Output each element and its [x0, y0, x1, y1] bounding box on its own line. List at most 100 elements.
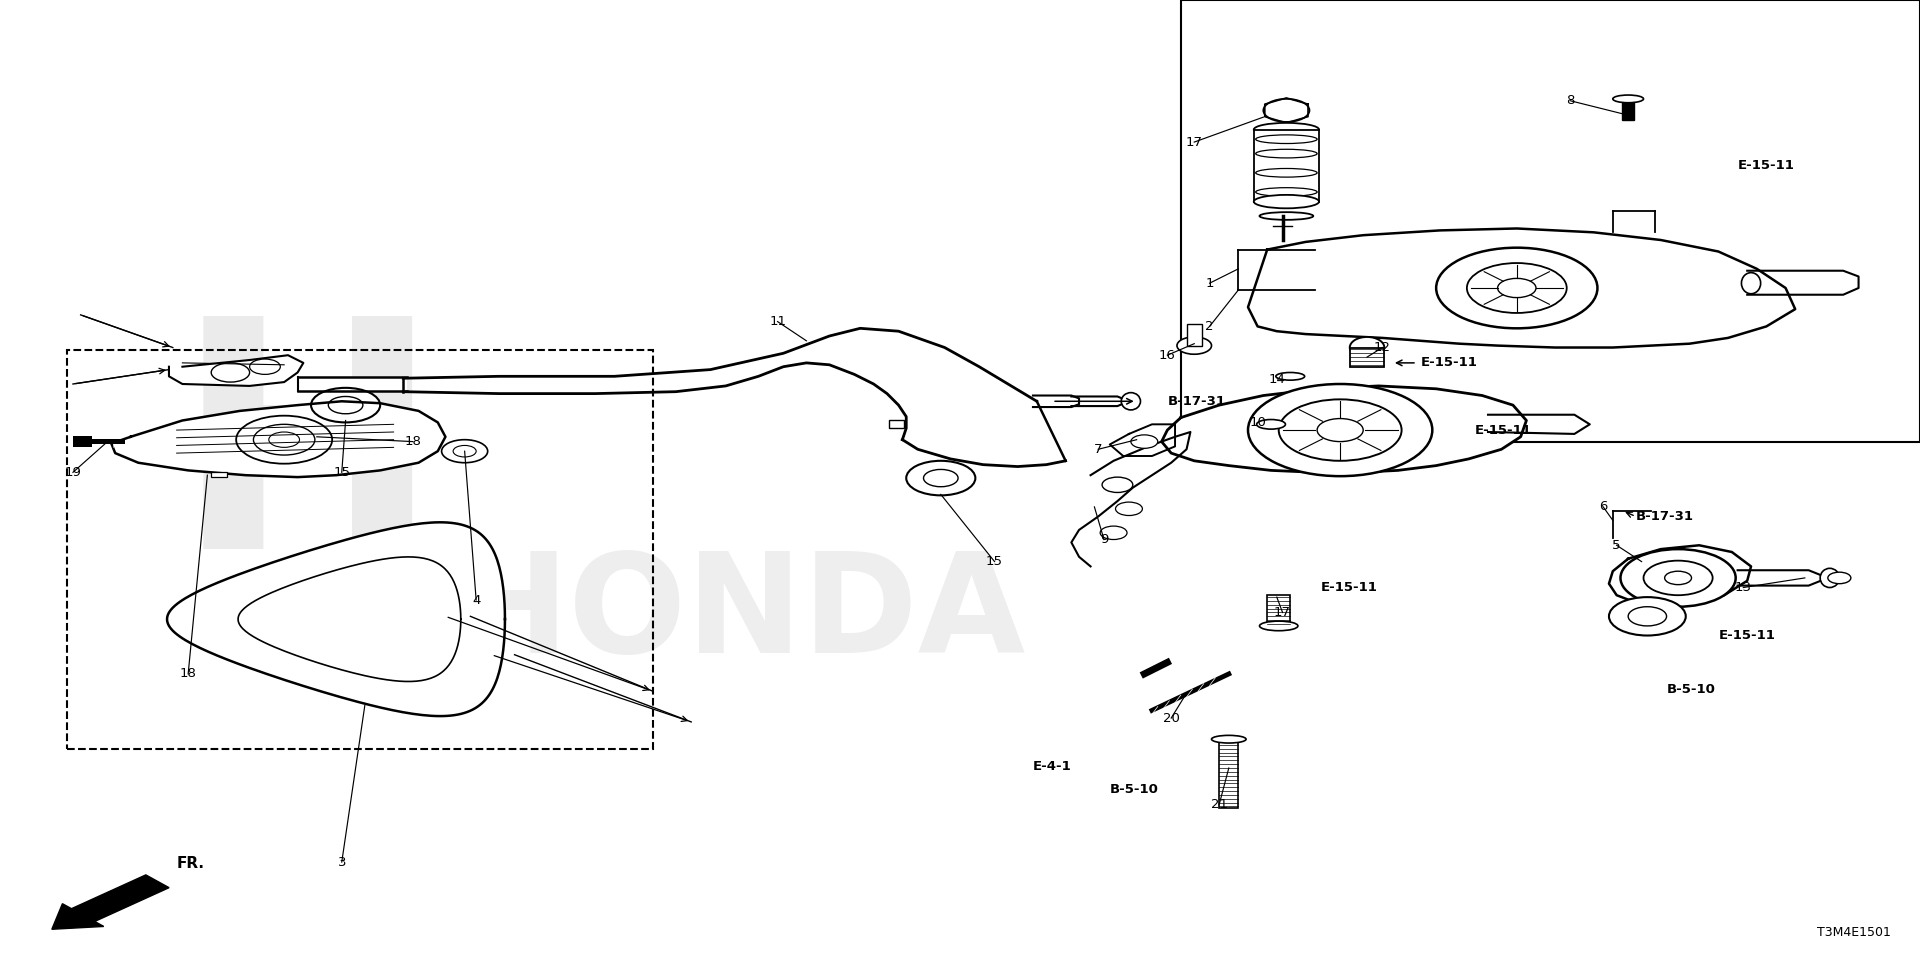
Text: B-5-10: B-5-10	[1667, 683, 1715, 696]
Circle shape	[328, 396, 363, 414]
Circle shape	[1644, 561, 1713, 595]
Bar	[1622, 101, 1634, 120]
Bar	[1187, 324, 1202, 346]
Polygon shape	[1033, 396, 1079, 407]
Text: 7: 7	[1094, 443, 1102, 456]
Ellipse shape	[1121, 393, 1140, 410]
Text: FR.: FR.	[177, 856, 205, 872]
Circle shape	[924, 469, 958, 487]
Ellipse shape	[1256, 420, 1286, 429]
Polygon shape	[1110, 424, 1175, 456]
Circle shape	[1131, 435, 1158, 448]
Polygon shape	[1609, 545, 1751, 605]
Polygon shape	[1747, 271, 1859, 295]
Text: 18: 18	[180, 667, 196, 681]
Circle shape	[1436, 248, 1597, 328]
Text: 10: 10	[1250, 416, 1265, 429]
Text: 21: 21	[1212, 798, 1227, 811]
Polygon shape	[1248, 228, 1795, 348]
Text: E-15-11: E-15-11	[1738, 158, 1795, 172]
Circle shape	[1100, 526, 1127, 540]
Text: HONDA: HONDA	[453, 547, 1025, 682]
Text: 13: 13	[1736, 581, 1751, 594]
Text: 5: 5	[1613, 539, 1620, 552]
Bar	[1267, 595, 1290, 626]
Text: 1: 1	[1206, 276, 1213, 290]
Ellipse shape	[1275, 372, 1306, 380]
Ellipse shape	[1260, 212, 1313, 220]
Text: 3: 3	[338, 855, 346, 869]
Circle shape	[1498, 278, 1536, 298]
Polygon shape	[1071, 432, 1190, 566]
Ellipse shape	[1613, 95, 1644, 103]
Polygon shape	[111, 401, 445, 477]
Polygon shape	[167, 522, 505, 716]
Polygon shape	[1738, 570, 1828, 586]
Polygon shape	[81, 439, 125, 444]
Text: E-15-11: E-15-11	[1321, 581, 1379, 594]
Text: B-17-31: B-17-31	[1636, 510, 1693, 523]
Text: 15: 15	[987, 555, 1002, 568]
Ellipse shape	[1254, 195, 1319, 208]
Text: 2: 2	[1206, 320, 1213, 333]
Circle shape	[211, 363, 250, 382]
Ellipse shape	[1254, 123, 1319, 136]
Circle shape	[1628, 607, 1667, 626]
Circle shape	[1279, 399, 1402, 461]
Polygon shape	[403, 328, 1066, 467]
Text: 4: 4	[472, 593, 480, 607]
Text: 17: 17	[1187, 135, 1202, 149]
Text: 17: 17	[1275, 606, 1290, 619]
Text: 15: 15	[334, 466, 349, 479]
Text: 6: 6	[1599, 500, 1607, 514]
Bar	[1254, 130, 1319, 202]
Circle shape	[253, 424, 315, 455]
Text: B-17-31: B-17-31	[1167, 395, 1225, 408]
Circle shape	[1828, 572, 1851, 584]
Text: 14: 14	[1269, 372, 1284, 386]
Ellipse shape	[1212, 735, 1246, 743]
Text: 20: 20	[1164, 711, 1179, 725]
Text: 11: 11	[770, 315, 785, 328]
Polygon shape	[1071, 396, 1129, 406]
Circle shape	[1317, 419, 1363, 442]
Circle shape	[250, 359, 280, 374]
Text: 18: 18	[405, 435, 420, 448]
Polygon shape	[1265, 98, 1308, 123]
Circle shape	[906, 461, 975, 495]
Bar	[889, 420, 904, 428]
Text: E-15-11: E-15-11	[1718, 629, 1776, 642]
Circle shape	[453, 445, 476, 457]
Circle shape	[1102, 477, 1133, 492]
Circle shape	[236, 416, 332, 464]
Circle shape	[269, 432, 300, 447]
Circle shape	[1116, 502, 1142, 516]
Polygon shape	[298, 377, 407, 391]
Text: 9: 9	[1100, 533, 1108, 546]
Circle shape	[442, 440, 488, 463]
Text: E-15-11: E-15-11	[1421, 356, 1478, 370]
Circle shape	[1620, 549, 1736, 607]
Circle shape	[311, 388, 380, 422]
FancyArrow shape	[52, 875, 169, 929]
Circle shape	[1177, 337, 1212, 354]
Circle shape	[1609, 597, 1686, 636]
Circle shape	[1467, 263, 1567, 313]
Polygon shape	[73, 436, 92, 447]
Bar	[1219, 739, 1238, 808]
Bar	[1181, 0, 1920, 442]
Circle shape	[1263, 99, 1309, 122]
Text: T3M4E1501: T3M4E1501	[1818, 925, 1891, 939]
Text: B-5-10: B-5-10	[1110, 782, 1158, 796]
Circle shape	[1248, 384, 1432, 476]
Ellipse shape	[1820, 568, 1839, 588]
Text: 19: 19	[65, 466, 81, 479]
Polygon shape	[1488, 415, 1590, 434]
Ellipse shape	[1260, 621, 1298, 631]
Bar	[1350, 348, 1384, 367]
Text: 12: 12	[1375, 341, 1390, 354]
Ellipse shape	[1350, 337, 1384, 358]
Circle shape	[1665, 571, 1692, 585]
Text: 16: 16	[1160, 348, 1175, 362]
Polygon shape	[1162, 386, 1526, 472]
